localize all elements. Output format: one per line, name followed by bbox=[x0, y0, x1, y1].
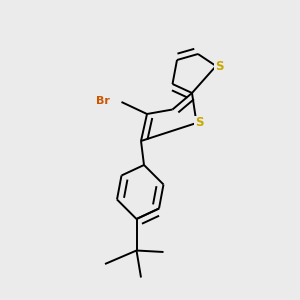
Text: S: S bbox=[195, 116, 204, 130]
Text: S: S bbox=[215, 59, 223, 73]
Text: Br: Br bbox=[96, 95, 110, 106]
